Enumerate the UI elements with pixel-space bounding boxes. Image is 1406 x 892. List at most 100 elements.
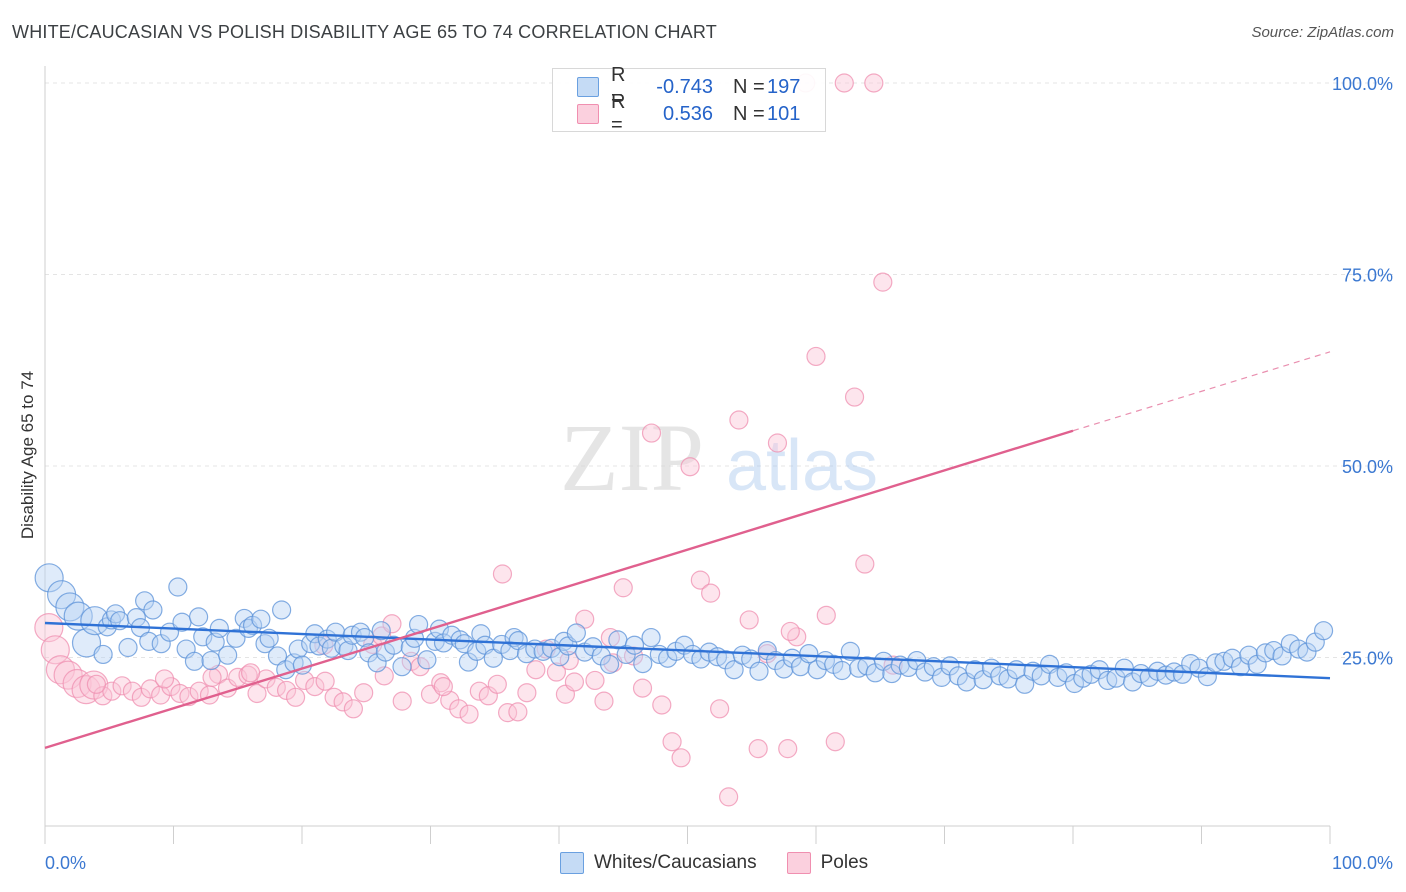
data-point — [671, 748, 691, 768]
data-point — [392, 691, 412, 711]
data-point — [749, 661, 769, 681]
data-point — [188, 607, 209, 627]
data-point — [433, 676, 453, 697]
data-point — [1297, 642, 1317, 662]
data-point — [662, 732, 682, 752]
trend-lines — [44, 351, 1331, 750]
data-point — [834, 73, 854, 93]
data-point — [93, 686, 113, 706]
n-value: 101 — [767, 102, 801, 125]
source-label: Source: ZipAtlas.com — [1251, 24, 1394, 41]
data-point — [433, 633, 454, 653]
data-point — [767, 433, 788, 453]
data-point — [417, 650, 437, 670]
chart-title: WHITE/CAUCASIAN VS POLISH DISABILITY AGE… — [12, 22, 717, 42]
data-point — [272, 600, 292, 620]
data-point — [80, 606, 110, 636]
data-point — [34, 613, 64, 643]
watermark-atlas: atlas — [726, 426, 878, 506]
series-legend: Whites/Caucasians Poles — [560, 852, 898, 874]
tick-labels: 25.0% 50.0% 75.0% 100.0% 0.0% 100.0% — [45, 74, 1393, 873]
data-point — [680, 457, 700, 477]
r-label: R = — [611, 64, 626, 109]
data-point — [449, 699, 469, 719]
data-point — [382, 614, 402, 634]
r-label: R = — [611, 91, 626, 136]
data-point — [40, 635, 70, 665]
data-point — [193, 627, 213, 647]
trend-line-poles-extension — [1072, 351, 1331, 432]
whites-points — [34, 563, 1334, 694]
data-point — [288, 639, 308, 659]
data-point — [285, 687, 306, 707]
data-point — [140, 679, 160, 699]
poles-points — [34, 73, 903, 807]
data-point — [739, 610, 759, 630]
data-point — [855, 554, 875, 574]
data-point — [690, 570, 710, 590]
data-point — [315, 671, 335, 691]
data-point — [748, 739, 768, 759]
data-point — [343, 699, 363, 719]
data-point — [832, 660, 852, 681]
data-point — [354, 683, 374, 703]
data-point — [780, 621, 800, 642]
data-point — [965, 660, 985, 680]
data-point — [594, 691, 614, 711]
data-point — [62, 668, 92, 699]
r-value: 0.536 — [662, 102, 713, 125]
data-point — [652, 695, 672, 715]
n-label: N = — [733, 75, 765, 98]
data-point — [701, 583, 721, 603]
legend-item-whites[interactable]: Whites/Caucasians — [560, 852, 757, 874]
trend-line-whites — [44, 621, 1331, 680]
data-point — [112, 676, 132, 696]
data-point — [143, 600, 163, 620]
data-point — [305, 676, 325, 697]
data-point — [392, 657, 412, 677]
data-point — [324, 687, 344, 707]
data-point — [599, 654, 620, 674]
legend-swatch-poles — [577, 104, 599, 124]
data-point — [724, 660, 744, 680]
data-point — [226, 628, 246, 648]
legend-label-whites: Whites/Caucasians — [594, 852, 757, 873]
data-point — [71, 628, 102, 658]
data-point — [333, 692, 353, 712]
data-point — [154, 669, 175, 689]
data-point — [321, 638, 342, 658]
data-point — [517, 683, 537, 703]
data-point — [209, 618, 229, 638]
data-point — [168, 577, 188, 597]
data-point — [806, 346, 826, 367]
data-point — [564, 672, 585, 692]
n-label: N = — [733, 102, 765, 125]
data-point — [53, 660, 83, 690]
y-tick-label: 75.0% — [1342, 265, 1393, 285]
data-point — [632, 678, 653, 698]
data-point — [401, 651, 421, 671]
data-point — [559, 650, 579, 671]
data-point — [710, 699, 730, 719]
legend-label-poles: Poles — [820, 852, 869, 873]
stats-legend: R = -0.743 N = 197 R = 0.536 N = 101 — [552, 64, 826, 136]
data-point — [202, 667, 222, 687]
data-point — [844, 387, 865, 407]
y-tick-label: 50.0% — [1342, 457, 1393, 477]
data-point — [719, 787, 739, 807]
legend-row-whites: R = -0.743 N = 197 — [577, 64, 801, 109]
data-point — [546, 662, 567, 682]
trend-line-poles — [44, 429, 1074, 750]
data-point — [241, 663, 261, 683]
legend-item-poles[interactable]: Poles — [786, 852, 869, 874]
n-value: 197 — [767, 75, 801, 98]
x-tick-label: 100.0% — [1332, 853, 1393, 873]
data-point — [641, 627, 661, 648]
data-point — [34, 563, 64, 593]
legend-swatch-whites — [577, 77, 599, 97]
data-point — [55, 592, 85, 622]
data-point — [218, 645, 238, 665]
data-point — [201, 650, 221, 671]
x-tick-label: 0.0% — [45, 853, 86, 873]
